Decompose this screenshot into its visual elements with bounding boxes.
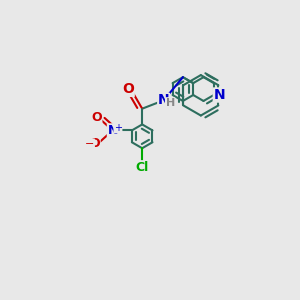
Text: N: N: [107, 124, 118, 137]
Text: H: H: [166, 98, 175, 108]
Text: +: +: [114, 123, 122, 133]
Text: N: N: [213, 88, 225, 102]
Text: N: N: [158, 93, 170, 107]
Text: Cl: Cl: [136, 161, 149, 174]
Text: O: O: [89, 137, 100, 150]
Text: −: −: [85, 139, 94, 149]
Text: O: O: [91, 111, 102, 124]
Text: O: O: [122, 82, 134, 96]
